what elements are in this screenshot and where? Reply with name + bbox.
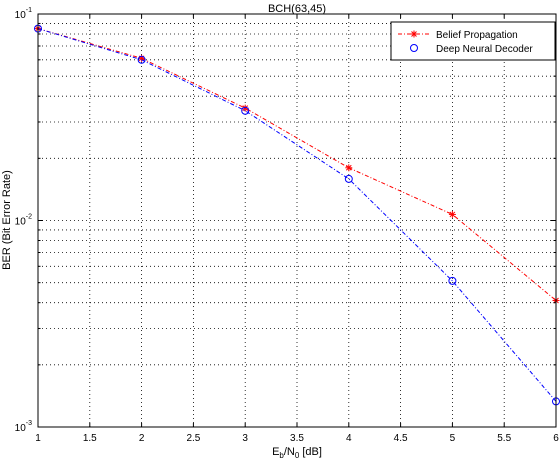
x-tick-label: 4: [346, 433, 352, 444]
x-tick-label: 3.5: [290, 433, 304, 444]
legend-label: Belief Propagation: [436, 30, 518, 41]
series-line: [37, 28, 557, 301]
y-axis-label: BER (Bit Error Rate): [1, 170, 13, 270]
marker-stroke: [242, 105, 249, 112]
legend-marker: [410, 44, 418, 52]
x-tick-label: 2.5: [186, 433, 200, 444]
y-tick-label: 10-2: [15, 214, 32, 228]
data-point: [448, 210, 456, 218]
chart-title: BCH(63,45): [268, 3, 326, 15]
data-point: [345, 164, 353, 172]
y-tick-label: 10-1: [15, 7, 32, 21]
data-point: [241, 106, 250, 115]
x-tick-label: 2: [139, 433, 145, 444]
legend-box: [390, 21, 556, 61]
data-point: [448, 276, 457, 285]
x-tick-label: 3: [242, 433, 248, 444]
y-tick-label-exponent: -3: [26, 420, 32, 427]
data-point: [344, 174, 353, 183]
x-axis-label-sub1: b: [279, 451, 284, 460]
grid-lines: [38, 14, 556, 427]
marker-stroke: [449, 211, 456, 218]
x-axis-label-mid: /N: [284, 446, 295, 458]
x-tick-label: 6: [553, 433, 559, 444]
x-tick-label: 5: [450, 433, 456, 444]
y-tick-label: 10-3: [15, 420, 32, 434]
x-tick-label: 1.5: [83, 433, 97, 444]
tick-labels: 1 1.5 2 2.5 3 3.5 4 4.5 5 5.5 610-110-210-3: [15, 7, 560, 444]
x-tick-label: 1: [35, 433, 41, 444]
y-tick-label-base: 10: [15, 423, 27, 434]
marker-stroke: [411, 31, 417, 37]
legend-entries: Belief Propagation Deep Neural Decoder: [398, 30, 533, 55]
x-axis-label-sub2: 0: [295, 451, 300, 460]
x-tick-label: 5.5: [497, 433, 511, 444]
y-tick-label-exponent: -1: [26, 7, 32, 14]
x-axis-label-tail: [dB]: [299, 446, 322, 458]
x-axis-label-main: E: [272, 446, 279, 458]
marker-stroke: [345, 164, 352, 171]
y-tick-label-base: 10: [15, 217, 27, 228]
legend-label: Deep Neural Decoder: [436, 44, 533, 55]
legend: Belief Propagation Deep Neural Decoder: [390, 21, 556, 61]
legend-marker: [410, 30, 418, 38]
series-line: [37, 28, 557, 402]
legend-entry-1: Belief Propagation: [398, 30, 518, 41]
legend-entry-2: Deep Neural Decoder: [410, 44, 533, 55]
x-axis-label: Eb/N0 [dB]: [272, 446, 322, 460]
y-tick-label-base: 10: [15, 10, 27, 21]
y-tick-label-exponent: -2: [26, 214, 32, 221]
data-point: [137, 55, 146, 64]
x-tick-label: 4.5: [394, 433, 408, 444]
